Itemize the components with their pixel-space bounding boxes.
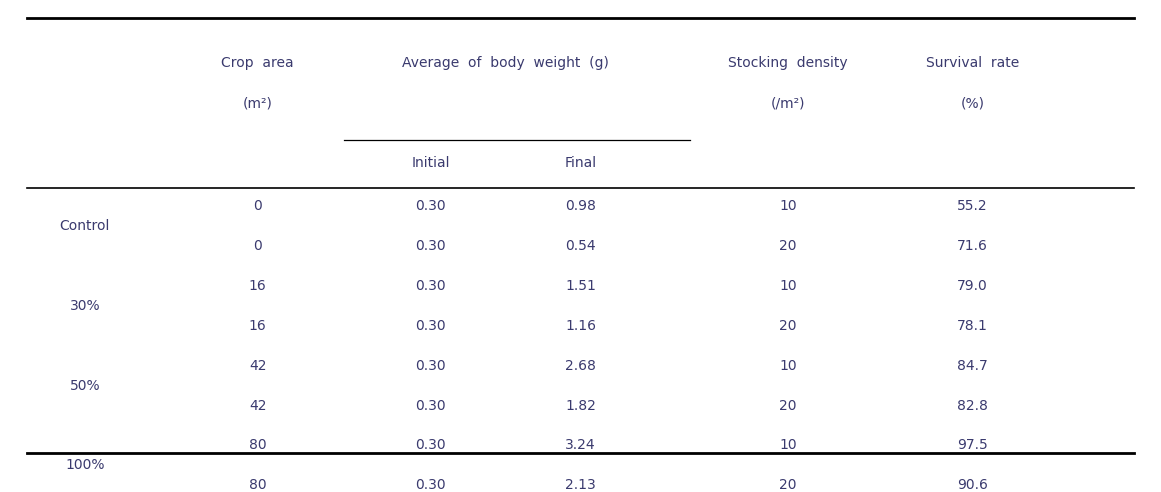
Text: 1.16: 1.16 xyxy=(565,319,596,333)
Text: 78.1: 78.1 xyxy=(957,319,988,333)
Text: 42: 42 xyxy=(248,399,267,413)
Text: 82.8: 82.8 xyxy=(957,399,988,413)
Text: Average  of  body  weight  (g): Average of body weight (g) xyxy=(402,56,610,70)
Text: Initial: Initial xyxy=(411,156,450,170)
Text: 0.30: 0.30 xyxy=(416,478,446,492)
Text: 10: 10 xyxy=(779,359,796,372)
Text: (m²): (m²) xyxy=(243,97,273,111)
Text: 20: 20 xyxy=(779,239,796,253)
Text: 97.5: 97.5 xyxy=(957,438,988,453)
Text: 71.6: 71.6 xyxy=(957,239,988,253)
Text: 79.0: 79.0 xyxy=(957,279,988,293)
Text: Stocking  density: Stocking density xyxy=(728,56,848,70)
Text: 0.30: 0.30 xyxy=(416,239,446,253)
Text: 10: 10 xyxy=(779,438,796,453)
Text: 55.2: 55.2 xyxy=(957,199,988,213)
Text: 80: 80 xyxy=(248,438,267,453)
Text: 0: 0 xyxy=(253,199,262,213)
Text: 0.54: 0.54 xyxy=(565,239,596,253)
Text: 1.82: 1.82 xyxy=(565,399,596,413)
Text: 16: 16 xyxy=(248,279,267,293)
Text: (/m²): (/m²) xyxy=(771,97,806,111)
Text: 10: 10 xyxy=(779,199,796,213)
Text: 2.13: 2.13 xyxy=(565,478,596,492)
Text: 90.6: 90.6 xyxy=(957,478,988,492)
Text: 0.30: 0.30 xyxy=(416,359,446,372)
Text: 100%: 100% xyxy=(65,459,104,472)
Text: 0.30: 0.30 xyxy=(416,438,446,453)
Text: 10: 10 xyxy=(779,279,796,293)
Text: 1.51: 1.51 xyxy=(565,279,596,293)
Text: Final: Final xyxy=(564,156,597,170)
Text: 20: 20 xyxy=(779,478,796,492)
Text: 0.30: 0.30 xyxy=(416,199,446,213)
Text: (%): (%) xyxy=(960,97,985,111)
Text: Survival  rate: Survival rate xyxy=(925,56,1019,70)
Text: 0.98: 0.98 xyxy=(565,199,596,213)
Text: 16: 16 xyxy=(248,319,267,333)
Text: Crop  area: Crop area xyxy=(222,56,294,70)
Text: 84.7: 84.7 xyxy=(957,359,988,372)
Text: 0: 0 xyxy=(253,239,262,253)
Text: 20: 20 xyxy=(779,319,796,333)
Text: 0.30: 0.30 xyxy=(416,279,446,293)
Text: 50%: 50% xyxy=(70,379,100,393)
Text: 0.30: 0.30 xyxy=(416,319,446,333)
Text: 42: 42 xyxy=(248,359,267,372)
Text: 3.24: 3.24 xyxy=(565,438,596,453)
Text: 30%: 30% xyxy=(70,299,100,313)
Text: 0.30: 0.30 xyxy=(416,399,446,413)
Text: 20: 20 xyxy=(779,399,796,413)
Text: Control: Control xyxy=(59,219,110,233)
Text: 80: 80 xyxy=(248,478,267,492)
Text: 2.68: 2.68 xyxy=(565,359,596,372)
